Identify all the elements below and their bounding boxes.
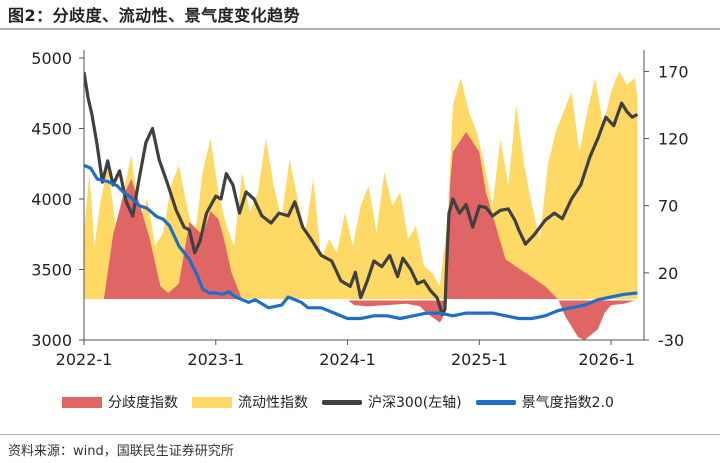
legend-swatch-divergence [62, 396, 102, 408]
left-tick-label: 4500 [31, 120, 72, 139]
x-tick-label: 2023-1 [187, 350, 244, 369]
legend-swatch-prosperity [475, 399, 516, 405]
x-tick-label: 2026-1 [578, 350, 635, 369]
left-tick-label: 3500 [31, 261, 72, 280]
right-tick-label: 120 [658, 130, 689, 149]
legend-item-csi300: 沪深300(左轴) [322, 392, 462, 412]
x-tick-label: 2024-1 [319, 350, 376, 369]
legend-item-prosperity: 景气度指数2.0 [475, 392, 614, 412]
legend-item-liquidity: 流动性指数 [192, 392, 308, 412]
source-note: 资料来源：wind，国联民生证券研究所 [8, 444, 234, 459]
legend-label-csi300: 沪深300(左轴) [368, 395, 462, 411]
left-tick-label: 3000 [31, 331, 72, 350]
legend-label-prosperity: 景气度指数2.0 [521, 395, 614, 411]
title-divider [0, 28, 720, 30]
csi300-line [84, 71, 639, 317]
legend-label-liquidity: 流动性指数 [238, 395, 308, 411]
legend-swatch-liquidity [192, 396, 232, 408]
legend-item-divergence: 分歧度指数 [62, 392, 178, 412]
figure-title: 图2：分歧度、流动性、景气度变化趋势 [8, 6, 301, 25]
legend: 分歧度指数 流动性指数 沪深300(左轴) 景气度指数2.0 [62, 392, 628, 412]
x-tick-label: 2025-1 [451, 350, 508, 369]
line-layer [84, 71, 639, 321]
axes-layer: 3000 3500 4000 4500 5000 -30 20 70 120 170 2022-1 2… [31, 49, 688, 369]
divergence-area [84, 131, 638, 340]
right-tick-label: 170 [658, 62, 689, 81]
legend-label-divergence: 分歧度指数 [108, 395, 178, 411]
x-tick-label: 2022-1 [56, 350, 113, 369]
right-tick-label: 20 [658, 264, 678, 283]
prosperity-line [84, 163, 638, 321]
area-layer [84, 71, 638, 340]
legend-swatch-csi300 [322, 399, 362, 405]
right-tick-label: -30 [658, 331, 684, 350]
right-tick-label: 70 [658, 197, 678, 216]
left-tick-label: 4000 [31, 190, 72, 209]
chart-canvas: 3000 3500 4000 4500 5000 -30 20 70 120 170 2022-1 2… [31, 49, 688, 369]
left-tick-label: 5000 [31, 49, 72, 68]
footer-divider [0, 434, 720, 435]
